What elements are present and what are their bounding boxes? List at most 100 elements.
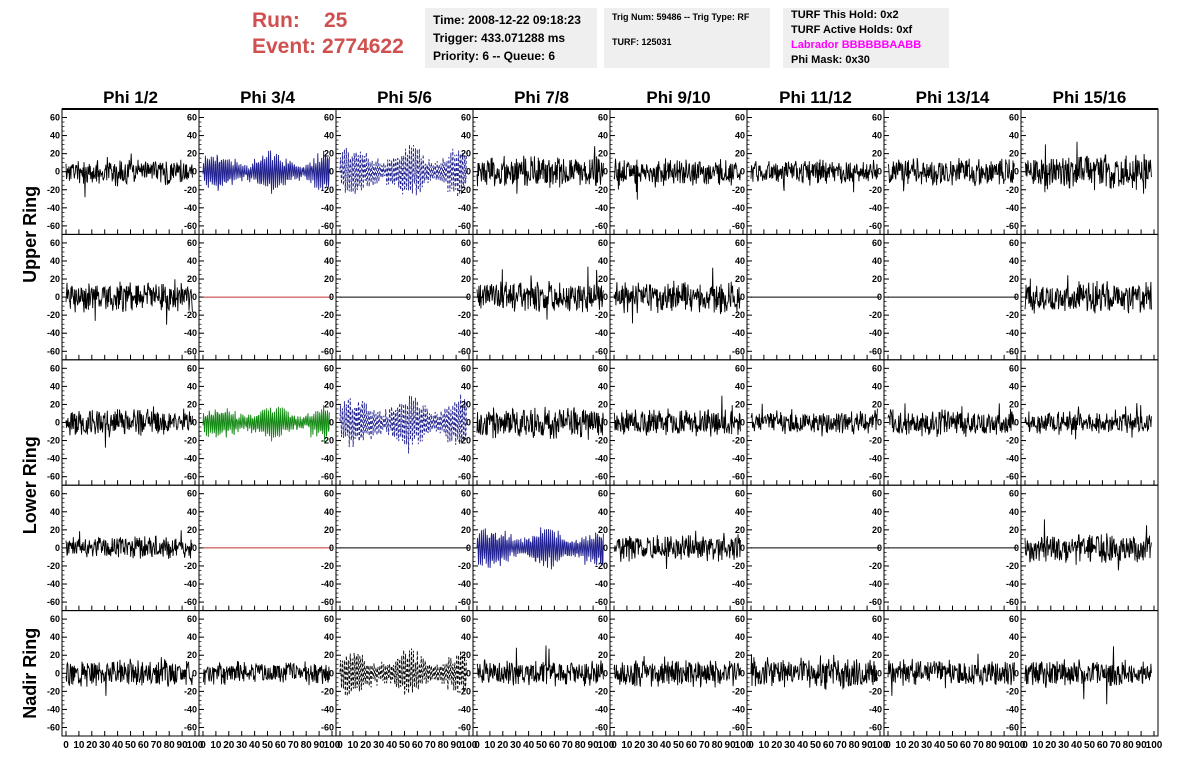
waveform-panel: -60 -40 -20 0 20 40 60 xyxy=(458,233,611,361)
y-tick-label: -20 xyxy=(184,310,197,320)
waveform-trace xyxy=(750,403,878,437)
x-tick-label: 0 xyxy=(748,740,754,751)
y-tick-label: 40 xyxy=(461,507,471,517)
waveform-panel: -60 -40 -20 0 20 40 60 xyxy=(321,610,474,737)
y-tick-label: 0 xyxy=(603,167,608,177)
y-tick-label: -40 xyxy=(1006,704,1019,714)
x-tick-label: 100 xyxy=(1146,740,1163,751)
y-tick-label: -20 xyxy=(321,561,334,571)
y-tick-label: 20 xyxy=(1009,274,1019,284)
x-tick-label: 80 xyxy=(301,740,313,751)
waveform-panel: -60 -40 -20 0 20 40 60 xyxy=(47,610,200,737)
y-tick-label: 60 xyxy=(872,363,882,373)
y-tick-label: 20 xyxy=(735,650,745,660)
x-tick-label: 10 xyxy=(210,740,222,751)
y-tick-label: 60 xyxy=(735,614,745,624)
x-tick-label: 0 xyxy=(337,740,343,751)
waveform-trace xyxy=(339,648,467,697)
y-tick-label: -60 xyxy=(1006,722,1019,732)
y-tick-label: -20 xyxy=(732,561,745,571)
y-tick-label: 0 xyxy=(877,292,882,302)
x-tick-label: 20 xyxy=(1045,740,1057,751)
y-tick-label: -60 xyxy=(732,472,745,482)
x-tick-label: 50 xyxy=(125,740,137,751)
y-tick-label: 0 xyxy=(466,167,471,177)
y-tick-label: 60 xyxy=(872,113,882,123)
y-tick-label: 40 xyxy=(1009,131,1019,141)
y-tick-label: 60 xyxy=(324,113,334,123)
y-tick-label: 60 xyxy=(187,113,197,123)
y-tick-label: -20 xyxy=(47,185,60,195)
y-tick-label: 60 xyxy=(187,238,197,248)
y-tick-label: -60 xyxy=(184,472,197,482)
y-tick-label: 20 xyxy=(50,650,60,660)
waveform-panel: -60 -40 -20 0 20 40 60 xyxy=(458,359,611,486)
y-tick-label: -20 xyxy=(869,686,882,696)
y-tick-label: 0 xyxy=(329,543,334,553)
y-tick-label: -60 xyxy=(458,597,471,607)
y-tick-label: -20 xyxy=(184,561,197,571)
y-tick-label: 40 xyxy=(1009,507,1019,517)
y-tick-label: -20 xyxy=(595,185,608,195)
y-tick-label: 0 xyxy=(55,668,60,678)
x-tick-label: 70 xyxy=(562,740,574,751)
y-tick-label: -60 xyxy=(869,346,882,356)
y-tick-label: 0 xyxy=(1014,543,1019,553)
y-tick-label: -60 xyxy=(47,472,60,482)
panel-frame xyxy=(746,610,885,737)
y-tick-label: 40 xyxy=(187,381,197,391)
y-tick-label: 60 xyxy=(1009,363,1019,373)
y-tick-label: 40 xyxy=(598,131,608,141)
y-tick-label: -60 xyxy=(869,221,882,231)
waveform-panel: -60 -40 -20 0 20 40 60 xyxy=(869,484,1022,612)
x-tick-label: 0 xyxy=(474,740,480,751)
waveform-panel: -60 -40 -20 0 20 40 60 xyxy=(321,108,474,235)
x-tick-label: 30 xyxy=(236,740,248,751)
column-title: Phi 7/8 xyxy=(514,88,569,107)
y-tick-label: 40 xyxy=(1009,381,1019,391)
y-tick-label: -40 xyxy=(47,579,60,589)
y-tick-label: 20 xyxy=(50,525,60,535)
x-tick-label: 80 xyxy=(849,740,861,751)
waveform-trace xyxy=(613,267,741,324)
y-tick-label: -20 xyxy=(321,310,334,320)
y-tick-label: 60 xyxy=(461,489,471,499)
y-tick-label: -40 xyxy=(321,579,334,589)
x-tick-label: 30 xyxy=(647,740,659,751)
turf-this-hold-text: TURF This Hold: 0x2 xyxy=(791,9,899,21)
x-tick-label: 70 xyxy=(1110,740,1122,751)
y-tick-label: 60 xyxy=(461,238,471,248)
waveform-panel: -60 -40 -20 0 20 40 60 xyxy=(595,484,748,612)
y-tick-label: 40 xyxy=(735,507,745,517)
x-tick-label: 80 xyxy=(712,740,724,751)
waveform-panel: -60 -40 -20 0 20 40 60 xyxy=(458,610,611,737)
waveform-panel: -60 -40 -20 0 20 40 60 xyxy=(1006,233,1159,361)
x-tick-label: 60 xyxy=(275,740,287,751)
y-tick-label: -60 xyxy=(869,472,882,482)
y-tick-label: 60 xyxy=(324,363,334,373)
y-tick-label: -60 xyxy=(321,597,334,607)
y-tick-label: -20 xyxy=(321,436,334,446)
waveform-trace xyxy=(1024,646,1152,705)
y-tick-label: 0 xyxy=(329,167,334,177)
y-tick-label: 20 xyxy=(735,149,745,159)
run-label: Run: xyxy=(252,9,300,32)
y-tick-label: -40 xyxy=(732,328,745,338)
y-tick-label: -60 xyxy=(47,597,60,607)
waveform-panel: -60 -40 -20 0 20 40 60 xyxy=(184,108,337,235)
y-tick-label: 0 xyxy=(329,668,334,678)
column-title: Phi 11/12 xyxy=(779,88,852,107)
x-tick-label: 30 xyxy=(1058,740,1070,751)
y-tick-label: 60 xyxy=(461,614,471,624)
x-tick-label: 40 xyxy=(386,740,398,751)
y-tick-label: 60 xyxy=(872,489,882,499)
x-tick-label: 10 xyxy=(73,740,85,751)
y-tick-label: 0 xyxy=(55,418,60,428)
y-tick-label: 20 xyxy=(872,149,882,159)
labrador-text: Labrador BBBBBBAABB xyxy=(791,39,922,51)
x-tick-label: 20 xyxy=(497,740,509,751)
y-tick-label: 0 xyxy=(1014,292,1019,302)
y-tick-label: -40 xyxy=(458,203,471,213)
y-tick-label: 20 xyxy=(1009,650,1019,660)
x-tick-label: 40 xyxy=(249,740,261,751)
